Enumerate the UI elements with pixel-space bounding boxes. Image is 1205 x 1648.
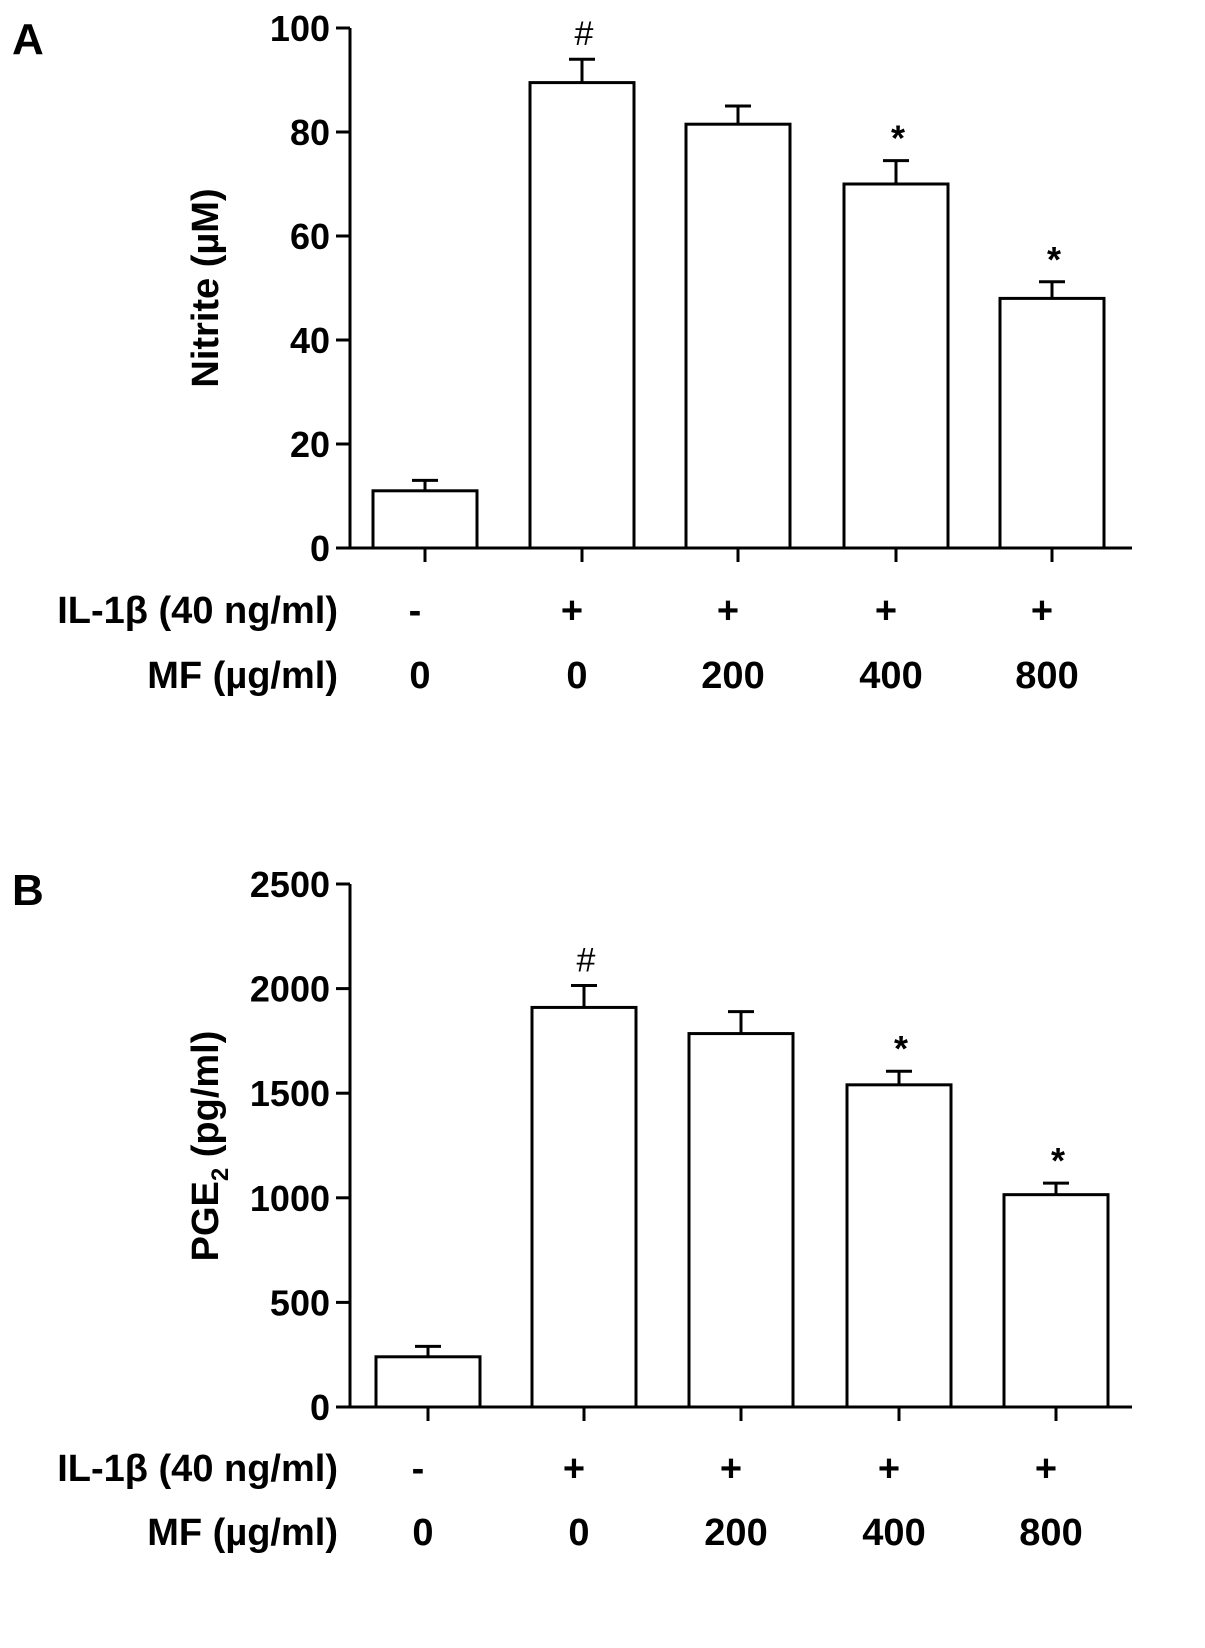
y-tick-label: 0 xyxy=(310,1387,330,1428)
il1b-value: - xyxy=(409,590,422,632)
y-tick-label: 20 xyxy=(290,424,330,465)
il1b-value: + xyxy=(561,590,583,632)
significance-mark: * xyxy=(891,118,905,159)
mf-row-label: MF (µg/ml) xyxy=(147,655,338,697)
mf-value: 0 xyxy=(412,1512,433,1554)
il1b-value: + xyxy=(717,590,739,632)
il1b-row-label: IL-1β (40 ng/ml) xyxy=(57,590,338,632)
bar xyxy=(1002,1193,1110,1409)
mf-value: 800 xyxy=(1015,655,1078,697)
il1b-value: + xyxy=(1035,1448,1057,1490)
bar xyxy=(684,122,792,550)
il1b-value: - xyxy=(412,1448,425,1490)
mf-value: 800 xyxy=(1019,1512,1082,1554)
y-tick-label: 500 xyxy=(270,1282,330,1323)
chart-panel-b: B 0 500 1000 1500 2000 2500 PGE2 (pg/ml) - 0 # +0 +2… xyxy=(12,864,1132,1554)
mf-value: 200 xyxy=(701,655,764,697)
mf-value: 0 xyxy=(566,655,587,697)
y-tick-label: 1000 xyxy=(250,1178,330,1219)
bar xyxy=(998,296,1106,550)
significance-mark: # xyxy=(575,15,594,53)
bar xyxy=(687,1032,795,1409)
bar xyxy=(374,1355,482,1409)
significance-mark: # xyxy=(577,941,596,979)
bar xyxy=(371,489,479,550)
y-tick-label: 80 xyxy=(290,112,330,153)
il1b-value: + xyxy=(563,1448,585,1490)
mf-row-label: MF (µg/ml) xyxy=(147,1512,338,1554)
il1b-value: + xyxy=(720,1448,742,1490)
mf-value: 0 xyxy=(409,655,430,697)
y-tick-label: 40 xyxy=(290,320,330,361)
mf-value: 400 xyxy=(862,1512,925,1554)
significance-mark: * xyxy=(894,1028,908,1069)
y-tick-label: 1500 xyxy=(250,1073,330,1114)
y-axis-title: PGE2 (pg/ml) xyxy=(185,1031,234,1262)
significance-mark: * xyxy=(1047,239,1061,280)
bar xyxy=(845,1083,953,1409)
y-tick-label: 2000 xyxy=(250,969,330,1010)
y-tick-label: 2500 xyxy=(250,864,330,905)
il1b-value: + xyxy=(1031,590,1053,632)
mf-value: 200 xyxy=(704,1512,767,1554)
significance-mark: * xyxy=(1051,1140,1065,1181)
mf-value: 400 xyxy=(859,655,922,697)
panel-letter: B xyxy=(12,866,44,915)
mf-value: 0 xyxy=(568,1512,589,1554)
bar xyxy=(528,81,636,550)
bar xyxy=(842,182,950,550)
y-tick-label: 0 xyxy=(310,528,330,569)
il1b-value: + xyxy=(875,590,897,632)
bar xyxy=(530,1005,638,1409)
y-tick-label: 60 xyxy=(290,216,330,257)
y-axis-title: Nitrite (µM) xyxy=(185,188,227,387)
il1b-row-label: IL-1β (40 ng/ml) xyxy=(57,1448,338,1490)
il1b-value: + xyxy=(878,1448,900,1490)
chart-panel-a: A 0 20 40 60 80 100 Nitrite (µM) - 0 # +0 +200 * +400 *… xyxy=(12,8,1132,697)
y-tick-label: 100 xyxy=(270,8,330,49)
panel-letter: A xyxy=(12,15,44,64)
